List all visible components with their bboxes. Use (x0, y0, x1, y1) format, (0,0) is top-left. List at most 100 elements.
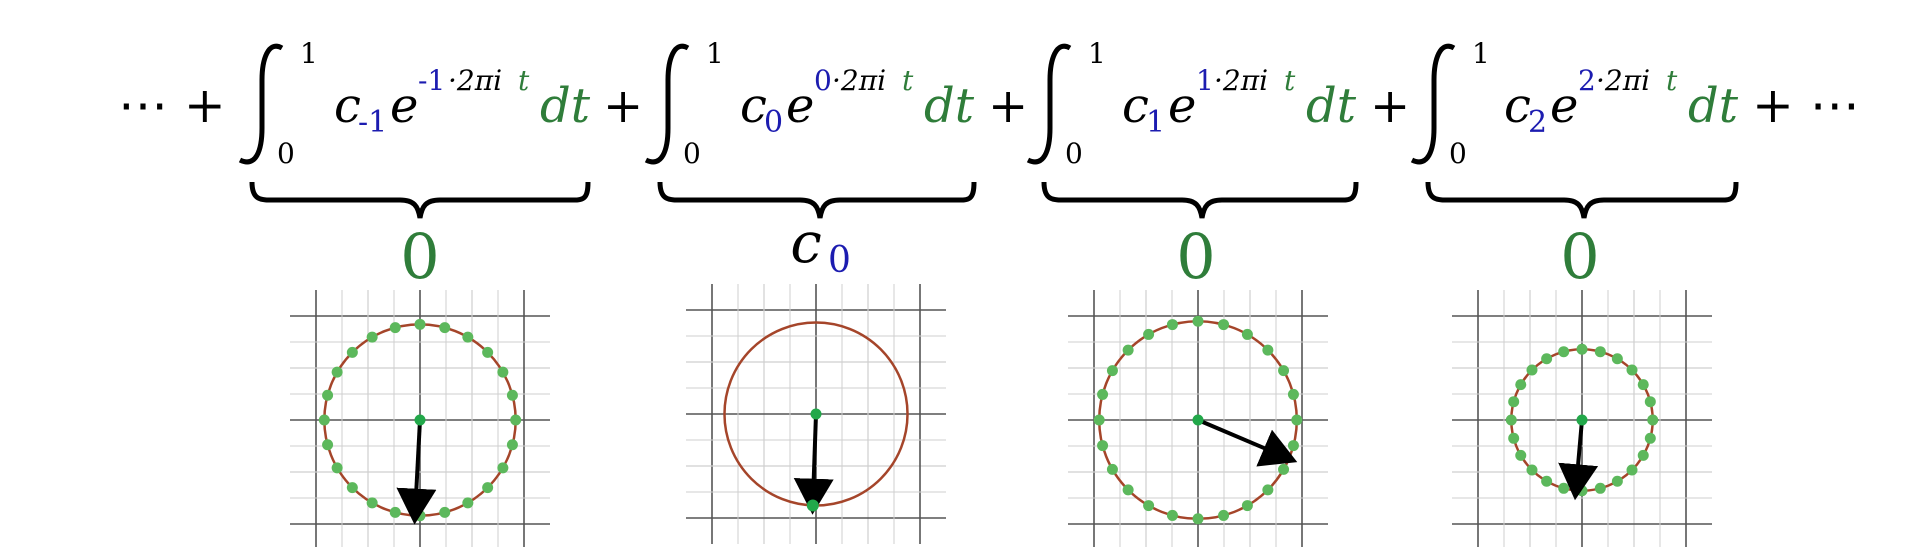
integral-sign (1410, 43, 1456, 165)
sample-dot (1558, 346, 1570, 358)
sample-dot (1287, 440, 1299, 452)
sample-dot (1192, 315, 1204, 327)
sample-dot (1611, 475, 1623, 487)
coefficient: c (740, 78, 767, 134)
result-coefficient: c (790, 211, 821, 276)
exp-base: e (390, 78, 418, 134)
center-dot (414, 414, 426, 426)
sample-dot (1515, 449, 1527, 461)
sample-dot (1611, 353, 1623, 365)
plus-sign: + (1370, 78, 1410, 134)
center-dot (1576, 414, 1588, 426)
exp-index: 1 (1196, 64, 1214, 97)
differential: dt (540, 78, 591, 134)
exp-index: 0 (814, 64, 832, 97)
differential: dt (1688, 78, 1739, 134)
sample-dot (1541, 353, 1553, 365)
sample-dot (322, 389, 334, 401)
sample-dot (366, 497, 378, 509)
upper-limit: 1 (300, 37, 318, 70)
differential: dt (924, 78, 975, 134)
exp-t: t (518, 64, 530, 97)
sample-dot (497, 462, 509, 474)
sample-dot (1644, 396, 1656, 408)
coefficient-index: 1 (1146, 105, 1165, 140)
underbrace (249, 181, 591, 219)
sample-dot (346, 482, 358, 494)
sample-dot (1644, 432, 1656, 444)
sample-dot (1097, 388, 1109, 400)
integral-term: 1 0 c 0 e 0 ·2πi t dt (644, 37, 975, 170)
sample-dot (806, 499, 819, 512)
sample-dot (1143, 500, 1155, 512)
lower-limit: 0 (683, 137, 701, 170)
sample-dot (1594, 482, 1606, 494)
sample-dot (1106, 365, 1118, 377)
sample-dot (322, 439, 334, 451)
sample-dot (1093, 414, 1105, 426)
plus-sign: + (603, 78, 643, 134)
sample-dot (1505, 414, 1517, 426)
sample-dot (331, 366, 343, 378)
sample-dot (1541, 475, 1553, 487)
sample-dot (439, 322, 451, 334)
sample-dot (439, 506, 451, 518)
plot-group (290, 284, 1712, 547)
upper-limit: 1 (706, 37, 724, 70)
coefficient: c (1504, 78, 1531, 134)
sample-dot (389, 506, 401, 518)
exp-base: e (1168, 78, 1196, 134)
sample-dot (346, 346, 358, 358)
underbrace (657, 181, 977, 219)
sample-dot (1526, 364, 1538, 376)
sample-dot (318, 414, 330, 426)
sample-dot (1262, 344, 1274, 356)
coefficient: c (334, 78, 361, 134)
exp-rest: ·2πi (1214, 64, 1268, 97)
exp-rest: ·2πi (832, 64, 886, 97)
sample-dot (1287, 388, 1299, 400)
sample-dot (1626, 364, 1638, 376)
sample-dot (1241, 500, 1253, 512)
upper-limit: 1 (1472, 37, 1490, 70)
integral-term: 1 0 c 2 e 2 ·2πi t dt (1410, 37, 1739, 170)
sample-dot (389, 322, 401, 334)
result-zero: 0 (1176, 220, 1215, 293)
center-dot (810, 408, 822, 420)
sample-dot (1166, 319, 1178, 331)
exp-base: e (1550, 78, 1578, 134)
sample-dot (1122, 484, 1134, 496)
sample-dot (482, 346, 494, 358)
sample-dot (414, 318, 426, 330)
exp-rest: ·2πi (1596, 64, 1650, 97)
integral-sign (238, 43, 284, 165)
sample-dot (1097, 440, 1109, 452)
upper-limit: 1 (1088, 37, 1106, 70)
sample-dot (1192, 513, 1204, 525)
integral-sign (644, 43, 690, 165)
sample-dot (506, 439, 518, 451)
sample-dot (1526, 464, 1538, 476)
trailing-ellipsis: + ⋯ (1752, 76, 1860, 134)
sample-dot (1166, 509, 1178, 521)
sample-dot (1594, 346, 1606, 358)
average-arrow (1558, 419, 1599, 501)
lower-limit: 0 (1065, 137, 1083, 170)
exp-t: t (1666, 64, 1678, 97)
result-zero: 0 (400, 220, 439, 293)
sample-dot (1508, 432, 1520, 444)
underbrace (1425, 181, 1739, 219)
sample-dot (462, 497, 474, 509)
sample-dot (1508, 396, 1520, 408)
exp-rest: ·2πi (448, 64, 502, 97)
sample-dot (1241, 328, 1253, 340)
sample-dot (1218, 319, 1230, 331)
coefficient-index: 2 (1528, 105, 1547, 140)
exp-index: 2 (1578, 64, 1596, 97)
sample-dot (1218, 509, 1230, 521)
sample-dot (1291, 414, 1303, 426)
lower-limit: 0 (1449, 137, 1467, 170)
differential: dt (1306, 78, 1357, 134)
center-dot (1192, 414, 1204, 426)
